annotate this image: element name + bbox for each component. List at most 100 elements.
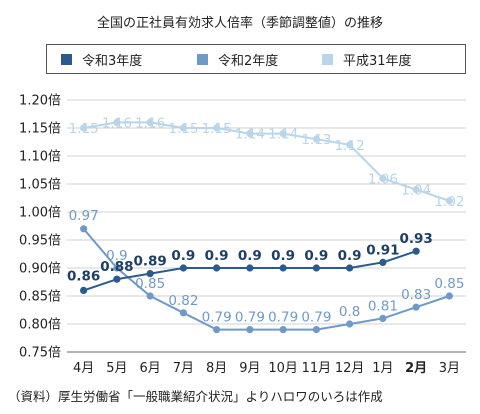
data-point-1 xyxy=(379,314,387,322)
data-point-2 xyxy=(445,197,453,205)
data-label: 0.89 xyxy=(133,254,166,270)
data-point-0 xyxy=(179,264,187,272)
data-label: 0.9 xyxy=(338,248,362,264)
x-tick-label: 11月 xyxy=(302,361,332,376)
data-point-2 xyxy=(213,124,221,132)
data-label: 0.79 xyxy=(202,310,232,326)
x-tick-label: 1月 xyxy=(372,361,393,376)
x-tick-label: 9月 xyxy=(239,361,260,376)
y-tick-label: 0.75倍 xyxy=(19,346,61,361)
data-point-2 xyxy=(179,124,187,132)
legend-item-heisei31: 平成31年度 xyxy=(322,52,412,69)
series-line-2 xyxy=(83,121,450,202)
data-point-0 xyxy=(412,247,420,255)
data-point-2 xyxy=(346,141,354,149)
legend-label-heisei31: 平成31年度 xyxy=(343,53,412,69)
x-tick-label: 7月 xyxy=(173,361,194,376)
data-point-1 xyxy=(412,303,420,311)
legend-swatch-reiwa2 xyxy=(197,53,208,65)
data-label: 1.14 xyxy=(268,127,298,143)
x-tick-label: 4月 xyxy=(73,361,94,376)
data-label: 0.79 xyxy=(268,310,298,326)
data-label: 0.93 xyxy=(399,231,432,247)
source-note: （資料）厚生労働省「一般職業紹介状況」よりハロワのいろは作成 xyxy=(8,389,383,404)
data-point-1 xyxy=(312,326,320,334)
data-label: 0.91 xyxy=(366,242,399,258)
y-tick-label: 0.95倍 xyxy=(19,234,61,249)
data-label: 1.15 xyxy=(168,121,198,137)
chart-title: 全国の正社員有効求人倍率（季節調整値）の推移 xyxy=(96,16,383,31)
data-label: 0.97 xyxy=(69,208,99,224)
data-label: 0.86 xyxy=(67,268,100,284)
data-label: 0.9 xyxy=(171,248,195,264)
data-point-0 xyxy=(279,264,287,272)
data-label: 0.88 xyxy=(100,259,133,275)
data-label: 1.16 xyxy=(135,115,165,131)
data-point-1 xyxy=(445,292,453,300)
data-label: 1.12 xyxy=(335,138,365,154)
data-point-1 xyxy=(213,326,221,334)
x-tick-label: 10月 xyxy=(268,361,298,376)
legend-item-reiwa2: 令和2年度 xyxy=(197,52,279,69)
x-tick-label: 12月 xyxy=(335,361,365,376)
data-point-1 xyxy=(179,309,187,317)
data-point-1 xyxy=(346,320,354,328)
data-point-1 xyxy=(80,225,88,233)
data-point-2 xyxy=(246,130,254,138)
data-point-1 xyxy=(279,326,287,334)
legend-label-reiwa2: 令和2年度 xyxy=(218,53,279,69)
legend-label-reiwa3: 令和3年度 xyxy=(82,53,143,69)
data-label: 0.9 xyxy=(304,248,328,264)
x-tick-label: 3月 xyxy=(439,361,460,376)
data-label: 0.81 xyxy=(368,298,398,314)
data-point-1 xyxy=(113,264,121,272)
legend-swatch-heisei31 xyxy=(322,53,333,65)
data-point-0 xyxy=(146,270,154,278)
data-label: 1.14 xyxy=(235,127,265,143)
data-point-2 xyxy=(312,135,320,143)
data-label: 1.13 xyxy=(301,132,331,148)
data-point-2 xyxy=(146,118,154,126)
y-tick-label: 0.80倍 xyxy=(19,318,61,333)
data-label: 1.02 xyxy=(434,194,464,210)
data-point-1 xyxy=(246,326,254,334)
data-label: 1.06 xyxy=(368,171,398,187)
x-tick-label: 2月 xyxy=(405,361,427,376)
y-tick-label: 1.15倍 xyxy=(19,122,61,137)
chart-legend: 令和3年度 令和2年度 平成31年度 xyxy=(46,44,466,74)
data-point-0 xyxy=(346,264,354,272)
y-tick-label: 0.85倍 xyxy=(19,290,61,305)
data-point-1 xyxy=(146,292,154,300)
data-point-0 xyxy=(80,286,88,294)
data-point-2 xyxy=(412,186,420,194)
data-point-2 xyxy=(279,130,287,138)
data-label: 0.9 xyxy=(238,248,262,264)
data-label: 0.79 xyxy=(235,310,265,326)
data-point-0 xyxy=(213,264,221,272)
data-label: 0.85 xyxy=(135,276,165,292)
data-point-2 xyxy=(379,174,387,182)
series-line-1 xyxy=(82,228,450,331)
y-tick-label: 0.90倍 xyxy=(19,262,61,277)
y-tick-label: 1.10倍 xyxy=(19,150,61,165)
y-tick-label: 1.20倍 xyxy=(19,94,61,109)
legend-item-reiwa3: 令和3年度 xyxy=(61,52,143,69)
y-tick-label: 1.00倍 xyxy=(19,206,61,221)
data-label: 1.15 xyxy=(69,121,99,137)
data-point-0 xyxy=(246,264,254,272)
data-label: 1.04 xyxy=(401,183,431,199)
data-label: 0.9 xyxy=(106,248,127,264)
data-label: 1.16 xyxy=(102,115,132,131)
data-point-2 xyxy=(80,124,88,132)
y-tick-label: 1.05倍 xyxy=(19,178,61,193)
data-point-0 xyxy=(113,275,121,283)
data-label: 0.82 xyxy=(168,293,198,309)
x-tick-label: 5月 xyxy=(106,361,127,376)
data-label: 0.8 xyxy=(339,304,360,320)
data-label: 0.79 xyxy=(301,310,331,326)
data-label: 0.83 xyxy=(401,287,431,303)
data-point-0 xyxy=(379,258,387,266)
x-tick-label: 8月 xyxy=(206,361,227,376)
legend-swatch-reiwa3 xyxy=(61,53,72,65)
